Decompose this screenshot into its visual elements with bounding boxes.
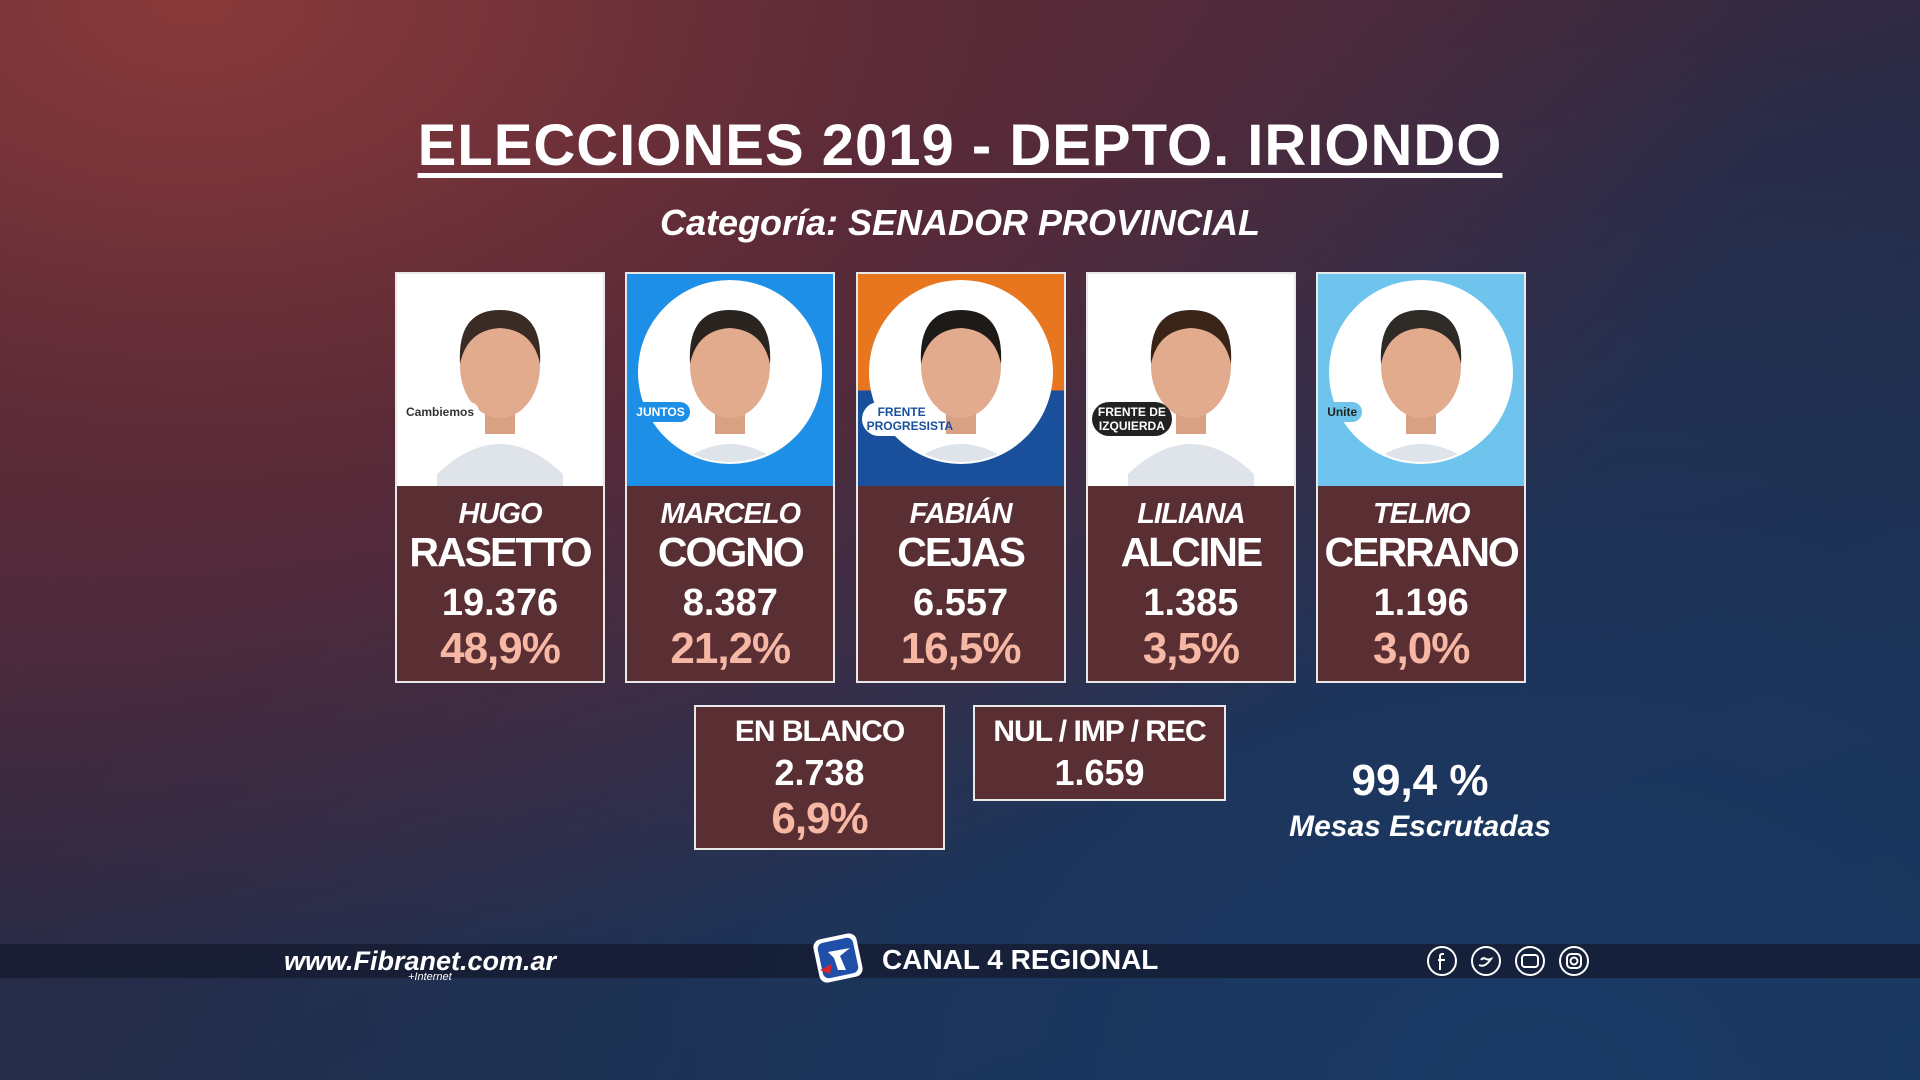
candidate-card: FRENTE DE IZQUIERDA LILIANA ALCINE 1.385 3,5… <box>1085 272 1296 683</box>
candidate-card: Cambiemos HUGO RASETTO 19.376 48,9% <box>395 272 605 683</box>
candidate-card: FRENTE PROGRESISTA FABIÁN CEJAS 6.557 16,5% <box>855 272 1066 683</box>
blank-label: EN BLANCO <box>734 715 905 748</box>
last-name: CEJAS <box>897 529 1026 575</box>
party-logo: FRENTE DE IZQUIERDA <box>1091 402 1172 436</box>
website-note: +Internet <box>408 971 452 983</box>
party-logo: FRENTE PROGRESISTA <box>861 402 953 436</box>
candidate-card: JUNTOS MARCELO COGNO 8.387 21,2% <box>625 272 836 683</box>
first-name: LILIANA <box>1137 498 1245 530</box>
website: www.Fibranet.com.ar <box>284 946 557 976</box>
first-name: MARCELO <box>660 498 801 530</box>
portrait <box>868 280 1053 464</box>
portrait <box>1329 280 1514 464</box>
votes: 19.376 <box>441 582 559 624</box>
last-name: RASETTO <box>409 529 592 575</box>
percent: 16,5% <box>900 624 1022 673</box>
party-logo: JUNTOS <box>631 402 690 422</box>
scrutiny-label: Mesas Escrutadas <box>1289 810 1551 843</box>
last-name: ALCINE <box>1120 529 1264 575</box>
scrutiny-percent: 99,4 % <box>1351 756 1489 805</box>
votes: 1.196 <box>1373 582 1469 624</box>
null-box: NUL / IMP / REC 1.659 <box>973 705 1226 801</box>
first-name: HUGO <box>458 498 543 530</box>
percent: 21,2% <box>670 624 791 673</box>
photo: Cambiemos <box>397 274 603 486</box>
portrait <box>437 310 563 486</box>
null-votes: 1.659 <box>1054 752 1145 793</box>
subtitle: Categoría: SENADOR PROVINCIAL <box>659 202 1261 243</box>
portrait <box>1127 310 1254 486</box>
photo: FRENTE DE IZQUIERDA <box>1087 274 1294 486</box>
candidate-card: Unite TELMO CERRANO 1.196 3,0% <box>1316 272 1527 683</box>
social-icons <box>1427 946 1589 976</box>
blank-percent: 6,9% <box>771 794 868 843</box>
last-name: COGNO <box>657 529 805 575</box>
party-logo: Cambiemos <box>401 402 480 422</box>
blank-box: EN BLANCO 2.738 6,9% <box>694 705 945 850</box>
percent: 3,5% <box>1142 624 1240 673</box>
last-name: CERRANO <box>1324 529 1520 575</box>
channel: CANAL 4 REGIONAL <box>882 944 1159 975</box>
first-name: FABIÁN <box>909 498 1013 530</box>
blank-votes: 2.738 <box>774 752 865 793</box>
votes: 6.557 <box>913 582 1009 624</box>
votes: 1.385 <box>1143 582 1239 624</box>
percent: 48,9% <box>440 624 561 673</box>
photo: JUNTOS <box>627 274 834 486</box>
footer-bar <box>0 944 1920 978</box>
portrait <box>638 280 823 464</box>
null-label: NUL / IMP / REC <box>993 715 1206 748</box>
first-name: TELMO <box>1372 498 1471 530</box>
percent: 3,0% <box>1373 624 1470 673</box>
title: ELECCIONES 2019 - DEPTO. IRIONDO <box>417 113 1503 178</box>
party-logo: Unite <box>1322 402 1363 422</box>
photo: Unite <box>1318 274 1525 486</box>
channel-logo <box>813 933 863 983</box>
votes: 8.387 <box>682 582 778 624</box>
photo: FRENTE PROGRESISTA <box>857 274 1064 486</box>
